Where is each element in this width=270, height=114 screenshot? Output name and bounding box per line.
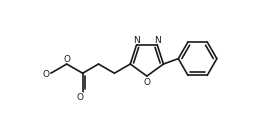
Text: N: N [133,35,140,44]
Text: O: O [63,54,70,63]
Text: O: O [76,92,83,101]
Text: N: N [154,35,160,44]
Text: O: O [143,77,150,86]
Text: O: O [43,69,50,78]
